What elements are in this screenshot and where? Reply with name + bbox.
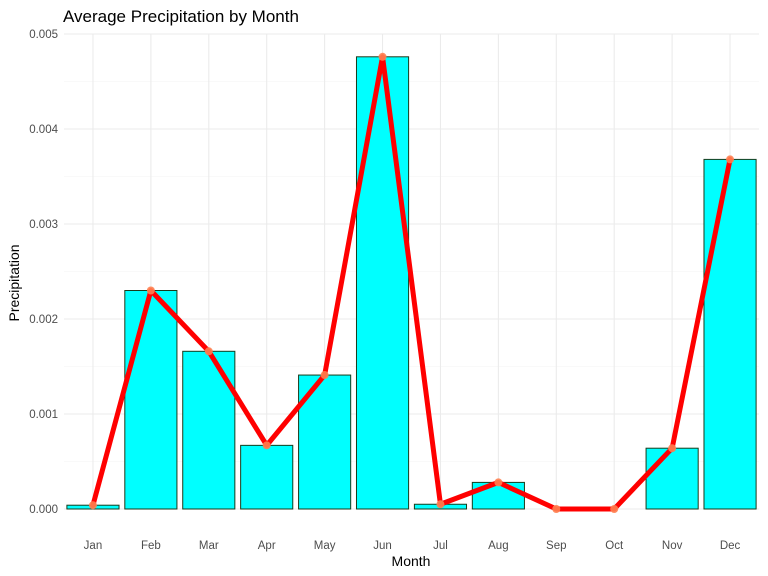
point-sep [552,505,561,513]
y-axis-title: Precipitation [6,244,22,321]
x-tick-label: Jul [433,540,448,552]
bar-mar [182,350,236,510]
y-axis-ticks: 0.000 0.001 0.002 0.003 0.004 0.005 [29,29,58,516]
bar-feb [124,290,178,510]
y-tick-label: 0.004 [29,124,58,136]
point-apr [262,441,271,450]
point-jun [378,52,387,61]
x-tick-label: Apr [258,540,276,552]
point-jan [88,501,97,510]
point-may [320,371,329,380]
point-nov [668,444,677,453]
x-axis-title: Month [392,553,431,569]
point-dec [726,155,735,164]
x-tick-label: Oct [605,540,624,552]
bar-dec [703,158,757,510]
y-tick-label: 0.005 [29,29,58,41]
x-tick-label: Mar [199,540,219,552]
point-jul [436,500,445,509]
x-tick-label: Sep [546,540,566,552]
x-axis-ticks: Jan Feb Mar Apr May Jun Jul Aug Sep Oct Nov Dec [84,540,741,552]
point-feb [146,286,155,295]
x-tick-label: May [314,540,336,552]
x-tick-label: Aug [488,540,508,552]
y-tick-label: 0.002 [29,314,58,326]
x-tick-label: Nov [662,540,683,552]
x-tick-label: Feb [141,540,161,552]
bar-apr [240,444,294,510]
point-mar [204,347,213,356]
y-tick-label: 0.003 [29,219,58,231]
points-layer [88,52,735,513]
precipitation-line [90,54,733,512]
chart-title: Average Precipitation by Month [63,7,299,26]
bar-jun [355,56,410,510]
bar-nov [645,447,699,510]
point-aug [494,478,503,487]
line-layer [90,54,733,512]
x-tick-label: Jun [373,540,392,552]
y-tick-label: 0.001 [29,409,58,421]
x-tick-label: Jan [84,540,103,552]
x-tick-label: Dec [720,540,741,552]
point-oct [610,505,619,513]
y-tick-label: 0.000 [29,504,58,516]
